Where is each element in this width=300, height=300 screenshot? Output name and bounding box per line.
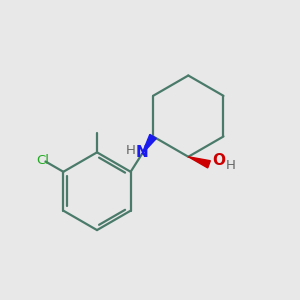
Text: O: O (212, 153, 225, 168)
Text: H: H (225, 159, 235, 172)
Text: N: N (136, 145, 148, 160)
Text: Cl: Cl (36, 154, 49, 167)
Polygon shape (142, 134, 156, 154)
Polygon shape (188, 157, 210, 168)
Text: H: H (126, 144, 136, 157)
